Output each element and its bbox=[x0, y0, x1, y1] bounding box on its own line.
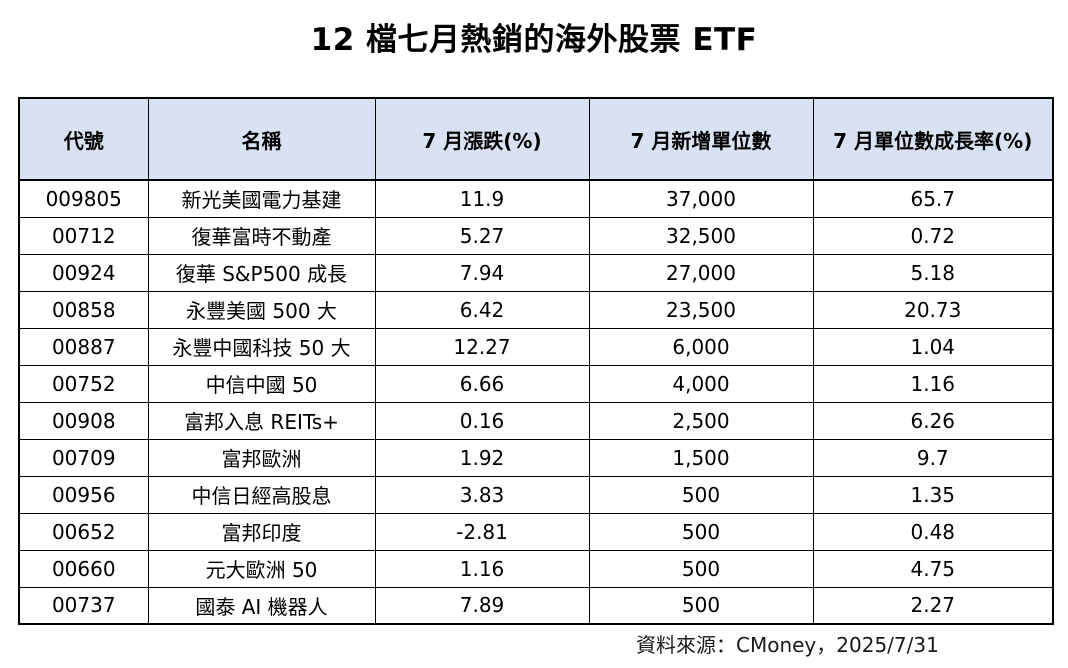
table-cell: 009805 bbox=[18, 179, 149, 218]
table-cell: 5.18 bbox=[812, 253, 1054, 292]
table-row: 00712 復華富時不動產 5.27 32,500 0.72 bbox=[18, 216, 1054, 255]
table-row: 009805 新光美國電力基建 11.9 37,000 65.7 bbox=[18, 179, 1054, 218]
table-cell: 0.16 bbox=[374, 401, 590, 440]
table-cell: 23,500 bbox=[588, 290, 814, 329]
table-cell: 7.94 bbox=[374, 253, 590, 292]
column-header-july-change-pct: 7 月漲跌(%) bbox=[374, 97, 590, 181]
table-cell: 中信中國 50 bbox=[147, 364, 376, 403]
table-header: 代號 名稱 7 月漲跌(%) 7 月新增單位數 7 月單位數成長率(%) bbox=[18, 97, 1054, 181]
table-cell: 37,000 bbox=[588, 179, 814, 218]
table-cell: 0.72 bbox=[812, 216, 1054, 255]
table-body: 009805 新光美國電力基建 11.9 37,000 65.7 00712 復華富時不動產… bbox=[18, 179, 1054, 625]
table-cell: 6.42 bbox=[374, 290, 590, 329]
table-cell: 20.73 bbox=[812, 290, 1054, 329]
table-cell: 7.89 bbox=[374, 586, 590, 625]
table-cell: 00737 bbox=[18, 586, 149, 625]
table-cell: 永豐中國科技 50 大 bbox=[147, 327, 376, 366]
table-cell: 500 bbox=[588, 512, 814, 551]
table-cell: 新光美國電力基建 bbox=[147, 179, 376, 218]
table-cell: 1.16 bbox=[374, 549, 590, 588]
table-cell: 6,000 bbox=[588, 327, 814, 366]
table-cell: 00709 bbox=[18, 438, 149, 477]
table-cell: 元大歐洲 50 bbox=[147, 549, 376, 588]
table-cell: 1.16 bbox=[812, 364, 1054, 403]
table-cell: 復華 S&P500 成長 bbox=[147, 253, 376, 292]
header-row: 代號 名稱 7 月漲跌(%) 7 月新增單位數 7 月單位數成長率(%) bbox=[18, 97, 1054, 181]
table-cell: 00887 bbox=[18, 327, 149, 366]
table-cell: 國泰 AI 機器人 bbox=[147, 586, 376, 625]
table-cell: 32,500 bbox=[588, 216, 814, 255]
table-row: 00956 中信日經高股息 3.83 500 1.35 bbox=[18, 475, 1054, 514]
column-header-code: 代號 bbox=[18, 97, 149, 181]
table-cell: 4.75 bbox=[812, 549, 1054, 588]
table-cell: 11.9 bbox=[374, 179, 590, 218]
table-cell: 富邦入息 REITs+ bbox=[147, 401, 376, 440]
table-cell: 0.48 bbox=[812, 512, 1054, 551]
table-row: 00908 富邦入息 REITs+ 0.16 2,500 6.26 bbox=[18, 401, 1054, 440]
table-cell: 00752 bbox=[18, 364, 149, 403]
table-cell: 00924 bbox=[18, 253, 149, 292]
table-row: 00660 元大歐洲 50 1.16 500 4.75 bbox=[18, 549, 1054, 588]
table-row: 00752 中信中國 50 6.66 4,000 1.16 bbox=[18, 364, 1054, 403]
table-cell: 1.35 bbox=[812, 475, 1054, 514]
table-cell: 65.7 bbox=[812, 179, 1054, 218]
table-cell: 中信日經高股息 bbox=[147, 475, 376, 514]
table-cell: 2.27 bbox=[812, 586, 1054, 625]
table-cell: 6.66 bbox=[374, 364, 590, 403]
table-cell: 00712 bbox=[18, 216, 149, 255]
table-cell: 500 bbox=[588, 549, 814, 588]
table-cell: 富邦歐洲 bbox=[147, 438, 376, 477]
table-cell: 3.83 bbox=[374, 475, 590, 514]
table-cell: 00858 bbox=[18, 290, 149, 329]
table-row: 00887 永豐中國科技 50 大 12.27 6,000 1.04 bbox=[18, 327, 1054, 366]
table-cell: 永豐美國 500 大 bbox=[147, 290, 376, 329]
column-header-name: 名稱 bbox=[147, 97, 376, 181]
table-cell: 00652 bbox=[18, 512, 149, 551]
column-header-july-new-units: 7 月新增單位數 bbox=[588, 97, 814, 181]
etf-table: 代號 名稱 7 月漲跌(%) 7 月新增單位數 7 月單位數成長率(%) 009805 新… bbox=[18, 97, 1054, 625]
table-cell: 27,000 bbox=[588, 253, 814, 292]
table-cell: -2.81 bbox=[374, 512, 590, 551]
column-header-july-unit-growth-rate-pct: 7 月單位數成長率(%) bbox=[812, 97, 1054, 181]
table-cell: 1.04 bbox=[812, 327, 1054, 366]
table-cell: 復華富時不動產 bbox=[147, 216, 376, 255]
table-cell: 500 bbox=[588, 586, 814, 625]
table-cell: 00956 bbox=[18, 475, 149, 514]
table-cell: 12.27 bbox=[374, 327, 590, 366]
table-cell: 6.26 bbox=[812, 401, 1054, 440]
table-cell: 9.7 bbox=[812, 438, 1054, 477]
table-cell: 1.92 bbox=[374, 438, 590, 477]
table-cell: 00908 bbox=[18, 401, 149, 440]
table-cell: 2,500 bbox=[588, 401, 814, 440]
table-row: 00737 國泰 AI 機器人 7.89 500 2.27 bbox=[18, 586, 1054, 625]
table-cell: 富邦印度 bbox=[147, 512, 376, 551]
table-cell: 00660 bbox=[18, 549, 149, 588]
table-cell: 5.27 bbox=[374, 216, 590, 255]
page-title: 12 檔七月熱銷的海外股票 ETF bbox=[310, 22, 758, 58]
source-note: 資料來源：CMoney，2025/7/31 bbox=[636, 633, 939, 657]
table-cell: 1,500 bbox=[588, 438, 814, 477]
table-cell: 4,000 bbox=[588, 364, 814, 403]
table-cell: 500 bbox=[588, 475, 814, 514]
table-row: 00924 復華 S&P500 成長 7.94 27,000 5.18 bbox=[18, 253, 1054, 292]
table-row: 00652 富邦印度 -2.81 500 0.48 bbox=[18, 512, 1054, 551]
table-row: 00709 富邦歐洲 1.92 1,500 9.7 bbox=[18, 438, 1054, 477]
table-row: 00858 永豐美國 500 大 6.42 23,500 20.73 bbox=[18, 290, 1054, 329]
